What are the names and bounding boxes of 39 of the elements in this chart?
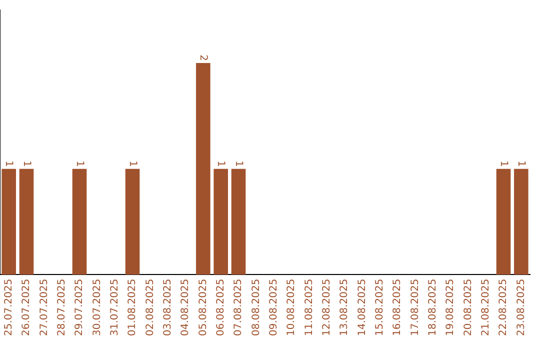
x-tick-label: 19.08.2025 xyxy=(445,278,456,336)
data-label: 1 xyxy=(516,160,527,167)
x-tick-label: 13.08.2025 xyxy=(339,278,350,336)
x-tick-label: 25.07.2025 xyxy=(3,278,14,336)
x-tick-label: 11.08.2025 xyxy=(304,278,315,336)
data-label: 1 xyxy=(126,160,138,167)
x-tick-label: 14.08.2025 xyxy=(356,278,368,336)
x-tick-label: 10.08.2025 xyxy=(286,278,298,336)
x-tick-label: 06.08.2025 xyxy=(215,278,226,336)
data-label: 1 xyxy=(498,160,509,167)
x-tick-label: 03.08.2025 xyxy=(162,278,174,336)
x-tick-label: 30.07.2025 xyxy=(92,278,103,336)
x-tick-label: 09.08.2025 xyxy=(268,278,280,336)
x-tick-label: 15.08.2025 xyxy=(374,278,386,336)
x-tick-label: 23.08.2025 xyxy=(516,278,527,336)
x-tick-label: 31.07.2025 xyxy=(109,278,120,336)
x-tick-label: 01.08.2025 xyxy=(127,278,138,336)
x-tick-label: 21.08.2025 xyxy=(480,278,492,336)
x-tick-label: 04.08.2025 xyxy=(180,278,192,336)
x-tick-label: 26.07.2025 xyxy=(21,278,32,336)
x-tick-label: 05.08.2025 xyxy=(198,278,209,336)
x-tick-label: 12.08.2025 xyxy=(321,278,332,336)
x-tick-label: 08.08.2025 xyxy=(250,278,262,336)
x-tick-label: 22.08.2025 xyxy=(498,278,510,336)
data-label: 1 xyxy=(74,160,85,167)
x-tick-label: 02.08.2025 xyxy=(144,278,156,336)
data-label: 1 xyxy=(215,160,226,167)
x-tick-label: 18.08.2025 xyxy=(427,278,438,336)
data-label: 1 xyxy=(232,160,244,167)
x-tick-label: 16.08.2025 xyxy=(392,278,404,336)
x-tick-label: 27.07.2025 xyxy=(38,278,50,336)
x-tick-label: 28.07.2025 xyxy=(56,278,68,336)
x-tick-label: 17.08.2025 xyxy=(410,278,421,336)
x-tick-label: 07.08.2025 xyxy=(233,278,244,336)
data-label: 1 xyxy=(20,160,32,167)
x-tick-label: 20.08.2025 xyxy=(462,278,474,336)
data-label: 2 xyxy=(198,54,209,61)
data-label: 1 xyxy=(3,160,14,167)
x-tick-label: 29.07.2025 xyxy=(74,278,86,336)
